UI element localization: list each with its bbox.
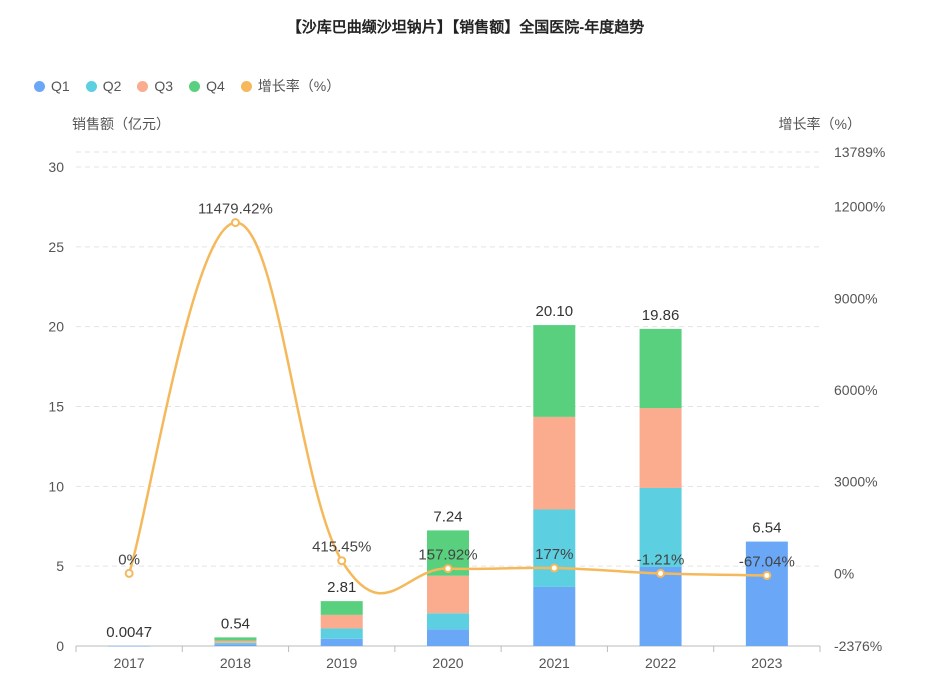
legend-label: Q3	[154, 78, 174, 94]
bar-total-label: 20.10	[536, 303, 574, 320]
bar-segment	[639, 566, 682, 646]
x-tick-label: 2021	[539, 655, 570, 671]
legend-item[interactable]: Q1	[34, 78, 70, 94]
bar-segment	[214, 640, 257, 643]
growth-point	[762, 570, 772, 580]
x-tick-label: 2019	[326, 655, 357, 671]
bar-segment	[427, 575, 469, 614]
bar-segment	[639, 328, 682, 409]
growth-point	[230, 218, 240, 228]
bar-segment	[214, 644, 257, 646]
y-tick-right: 9000%	[834, 290, 878, 306]
bar-segment	[427, 613, 469, 630]
bar-segment	[533, 416, 576, 510]
chart-title: 【沙库巴曲缬沙坦钠片】【销售额】全国医院-年度趋势	[286, 19, 645, 36]
y-axis-left-label: 销售额（亿元）	[72, 116, 170, 132]
y-tick-left: 10	[48, 478, 64, 494]
y-tick-left: 15	[48, 399, 64, 415]
bar-segment	[427, 629, 469, 646]
y-tick-left: 0	[56, 638, 64, 654]
growth-label: -67.04%	[739, 553, 795, 570]
legend-item[interactable]: 增长率（%）	[240, 76, 341, 96]
bar-total-label: 6.54	[752, 520, 781, 537]
growth-point	[337, 556, 347, 566]
bar-total-label: 19.86	[642, 307, 680, 324]
growth-point	[443, 564, 453, 574]
bar-total-label: 7.24	[433, 508, 462, 525]
x-tick-label: 2022	[645, 655, 676, 671]
bar-total-label: 0.54	[221, 615, 250, 632]
y-tick-right: 13789%	[834, 144, 885, 160]
y-tick-right: 3000%	[834, 474, 878, 490]
x-tick-label: 2020	[432, 655, 463, 671]
legend-label: Q2	[102, 78, 122, 94]
legend-label: Q4	[206, 78, 225, 94]
bar-segment	[745, 541, 788, 646]
growth-label: 11479.42%	[198, 201, 273, 218]
growth-point	[656, 568, 666, 578]
legend-swatch-icon	[189, 80, 201, 92]
bar-segment	[320, 628, 363, 639]
y-axis-right-label: 增长率（%）	[778, 116, 861, 132]
bar-segment	[639, 487, 682, 567]
growth-point	[549, 563, 559, 573]
bar-segment	[320, 601, 363, 615]
legend-swatch-icon	[137, 80, 149, 92]
legend-swatch-icon	[85, 80, 97, 92]
legend-label: 增长率（%）	[257, 78, 341, 94]
bar-segment	[533, 586, 576, 646]
bar-segment	[320, 614, 363, 629]
bar-segment	[214, 642, 257, 645]
bar-segment	[533, 509, 576, 587]
legend-item[interactable]: Q4	[189, 78, 225, 94]
y-tick-left: 30	[48, 159, 64, 175]
y-tick-right: 0%	[834, 565, 854, 581]
bar-segment	[214, 637, 257, 641]
y-tick-right: -2376%	[834, 638, 882, 654]
y-tick-left: 20	[48, 319, 64, 335]
growth-label: -1.21%	[637, 551, 685, 568]
legend-item[interactable]: Q2	[85, 78, 122, 94]
y-tick-right: 6000%	[834, 382, 878, 398]
growth-label: 157.92%	[418, 547, 477, 564]
bar-segment	[639, 408, 682, 488]
growth-line	[127, 221, 767, 595]
bar-total-label: 2.81	[327, 579, 356, 596]
bar-segment	[533, 325, 576, 417]
x-tick-label: 2018	[220, 655, 251, 671]
y-tick-left: 5	[56, 558, 64, 574]
growth-label: 415.45%	[312, 539, 371, 556]
legend-swatch-icon	[240, 80, 252, 92]
growth-point	[124, 568, 134, 578]
legend-swatch-icon	[34, 80, 45, 92]
y-tick-left: 25	[48, 239, 64, 255]
x-tick-label: 2017	[114, 655, 145, 671]
legend-item[interactable]: Q3	[137, 78, 173, 94]
x-tick-label: 2023	[751, 655, 782, 671]
legend: Q1 Q2 Q3 Q4 增长率（%）	[34, 76, 340, 96]
growth-label: 0%	[118, 551, 140, 568]
bar-segment	[108, 645, 151, 647]
legend-label: Q1	[51, 78, 70, 94]
bar-total-label: 0.0047	[106, 624, 152, 641]
bar-segment	[320, 638, 363, 646]
growth-label: 177%	[535, 546, 573, 563]
y-tick-right: 12000%	[834, 199, 885, 215]
